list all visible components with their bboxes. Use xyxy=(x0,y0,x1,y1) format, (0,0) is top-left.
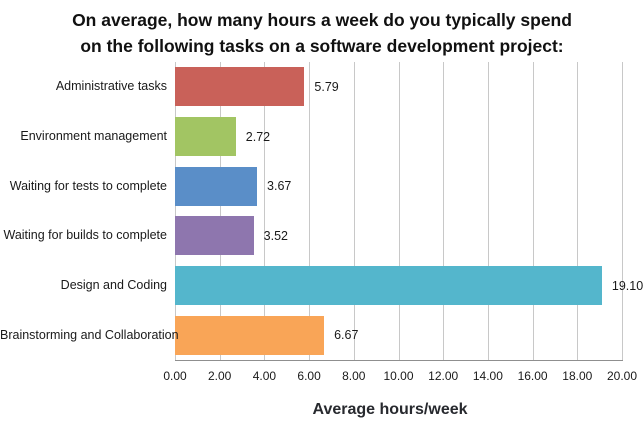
x-tick-label: 18.00 xyxy=(562,369,593,383)
gridline xyxy=(577,62,579,360)
x-tick-label: 12.00 xyxy=(428,369,459,383)
x-tick-label: 0.00 xyxy=(163,369,187,383)
x-axis-title: Average hours/week xyxy=(312,401,468,418)
gridline xyxy=(264,62,266,360)
bar xyxy=(175,266,602,305)
gridline xyxy=(175,62,176,360)
x-tick-label: 8.00 xyxy=(342,369,366,383)
gridline xyxy=(532,62,534,360)
category-label: Waiting for tests to complete xyxy=(9,178,167,193)
gridline xyxy=(353,62,355,360)
category-label: Design and Coding xyxy=(60,278,167,292)
x-tick-label: 4.00 xyxy=(252,369,277,383)
gridline xyxy=(622,62,623,360)
x-axis-line xyxy=(175,360,623,361)
value-label: 2.72 xyxy=(245,129,271,144)
gridline xyxy=(487,62,489,360)
x-tick-label: 2.00 xyxy=(208,369,232,383)
category-label: Brainstorming and Collaboration xyxy=(0,327,179,342)
x-tick-label: 10.00 xyxy=(383,369,414,383)
value-label: 19.10 xyxy=(611,278,644,293)
value-label: 3.67 xyxy=(267,179,292,194)
bar xyxy=(175,315,325,355)
chart-title: On average, how many hours a week do you… xyxy=(0,7,644,59)
gridline xyxy=(219,62,221,360)
gridline xyxy=(309,62,311,360)
category-label: Administrative tasks xyxy=(55,79,167,94)
bar xyxy=(175,166,258,206)
x-tick-label: 16.00 xyxy=(517,369,548,383)
x-tick-label: 20.00 xyxy=(606,369,638,383)
bar xyxy=(175,67,305,107)
chart-title-line1: On average, how many hours a week do you… xyxy=(72,10,572,30)
bar xyxy=(175,117,236,156)
category-label: Environment management xyxy=(20,129,167,143)
category-label: Waiting for builds to complete xyxy=(3,228,167,243)
value-label: 5.79 xyxy=(314,79,339,94)
value-label: 3.52 xyxy=(263,228,289,243)
gridline xyxy=(398,62,400,360)
bar xyxy=(175,216,254,256)
x-tick-label: 14.00 xyxy=(472,369,503,383)
gridline xyxy=(443,62,445,360)
plot-area xyxy=(175,62,623,360)
value-label: 6.67 xyxy=(334,328,359,343)
x-tick-label: 6.00 xyxy=(297,369,321,383)
chart-title-line2: on the following tasks on a software dev… xyxy=(80,36,564,56)
